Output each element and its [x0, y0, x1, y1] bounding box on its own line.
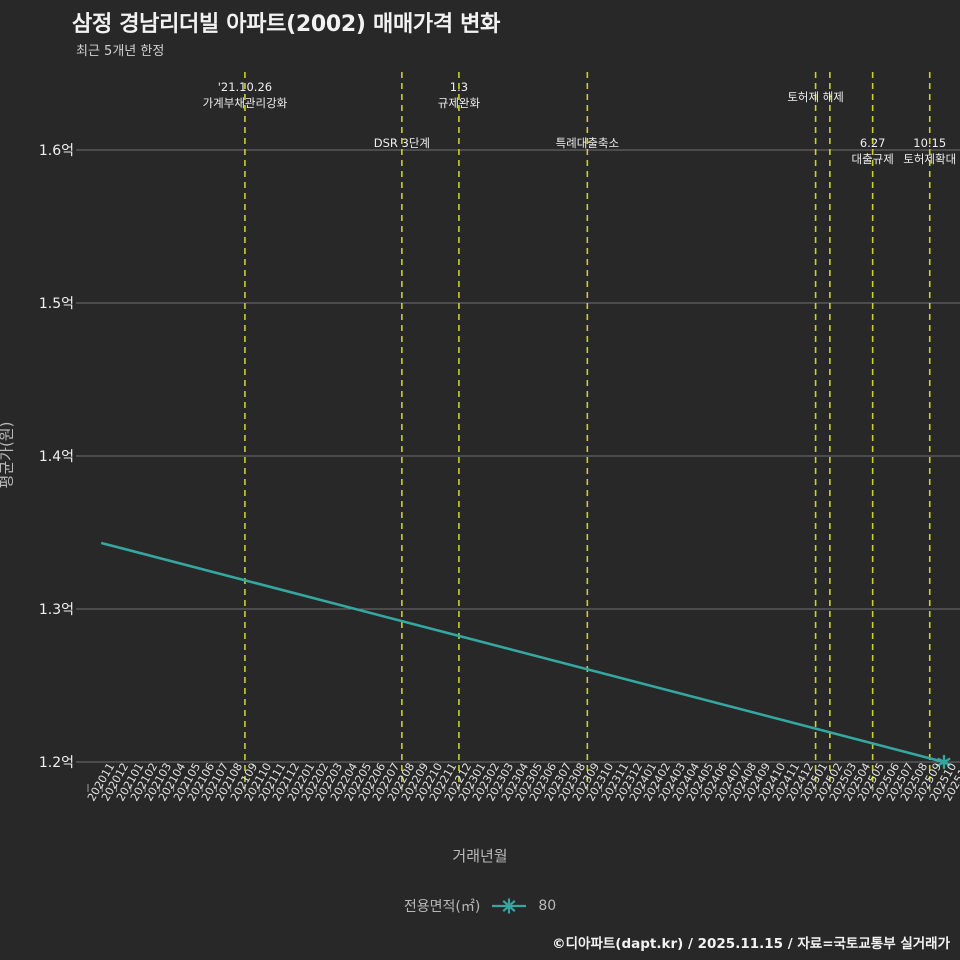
event-annotation: DSR 3단계: [374, 136, 430, 152]
event-annotation-name: 대출규제: [851, 151, 894, 166]
event-annotation: 6.27 대출규제: [851, 136, 893, 167]
chart-legend: 전용면적(㎡) 80: [0, 896, 960, 916]
x-axis-title: 거래년월: [452, 847, 508, 865]
chart-subtitle: 최근 5개년 한정: [76, 44, 165, 59]
event-annotation-name: 토허제확대: [903, 151, 957, 166]
event-annotation-name: DSR 3단계: [373, 136, 430, 150]
event-annotation-date: 6.27: [859, 136, 886, 150]
event-annotation-name: 토허제 해제: [787, 90, 844, 104]
footer-credit: ©디아파트(dapt.kr) / 2025.11.15 / 자료=국토교통부 실…: [552, 936, 950, 952]
y-axis-tick-label: 1.2억: [38, 755, 74, 771]
event-annotation: '21.10.26 가계부채관리강화: [203, 80, 288, 111]
event-annotation: 10.15 토허제확대: [903, 136, 956, 167]
event-annotation: 토허제 해제: [787, 90, 844, 106]
event-annotation-name: 규제완화: [437, 95, 481, 110]
series-line-80: [100, 541, 946, 764]
y-axis-tick-label: 1.6억: [38, 143, 74, 159]
event-annotation: 1.3 규제완화: [438, 80, 480, 111]
event-annotation-date: 10.15: [913, 136, 947, 150]
event-annotation-name: 특례대출축소: [555, 136, 620, 150]
legend-title: 전용면적(㎡): [403, 899, 481, 915]
asterisk-line-marker-icon: [492, 897, 527, 915]
page-title: 삼정 경남리더빌 아파트(2002) 매매가격 변화: [72, 12, 501, 37]
event-annotation-date: 1.3: [449, 80, 469, 94]
y-axis-tick-label: 1.3억: [38, 602, 74, 618]
y-axis-tick-label: 1.4억: [38, 449, 74, 465]
event-annotation-name: 가계부채관리강화: [202, 95, 288, 110]
legend-entry-label: 80: [538, 898, 557, 914]
event-annotation-date: '21.10.26: [217, 80, 273, 94]
y-axis-tick-label: 1.5억: [38, 296, 74, 312]
event-annotation: 특례대출축소: [556, 136, 619, 152]
y-axis-title: 평균가(원): [0, 421, 16, 489]
